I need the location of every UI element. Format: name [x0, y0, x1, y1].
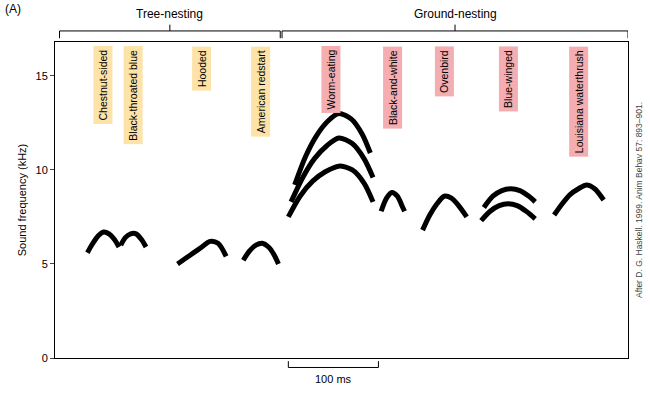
- svg-text:Chestnut-sided: Chestnut-sided: [97, 50, 109, 121]
- svg-text:American redstart: American redstart: [255, 50, 267, 133]
- svg-text:Tree-nesting: Tree-nesting: [136, 7, 203, 21]
- svg-text:15: 15: [36, 70, 48, 82]
- svg-text:100 ms: 100 ms: [315, 373, 352, 385]
- svg-text:Black-throated blue: Black-throated blue: [127, 50, 139, 141]
- svg-text:5: 5: [42, 258, 48, 270]
- svg-text:0: 0: [42, 352, 48, 364]
- svg-text:Ovenbird: Ovenbird: [438, 50, 450, 93]
- svg-text:Sound frequency (kHz): Sound frequency (kHz): [16, 144, 28, 257]
- svg-text:Blue-winged: Blue-winged: [502, 50, 514, 108]
- svg-text:Black-and-white: Black-and-white: [387, 50, 399, 125]
- svg-text:Worm-eating: Worm-eating: [325, 49, 337, 109]
- svg-text:Hooded: Hooded: [196, 50, 208, 87]
- svg-text:10: 10: [36, 164, 48, 176]
- svg-text:Ground-nesting: Ground-nesting: [414, 7, 497, 21]
- svg-text:Louisiana waterthrush: Louisiana waterthrush: [573, 50, 585, 153]
- svg-text:After D. G. Haskell. 1999. Ani: After D. G. Haskell. 1999. Anim Behav 57…: [634, 102, 644, 298]
- svg-text:(A): (A): [5, 2, 21, 16]
